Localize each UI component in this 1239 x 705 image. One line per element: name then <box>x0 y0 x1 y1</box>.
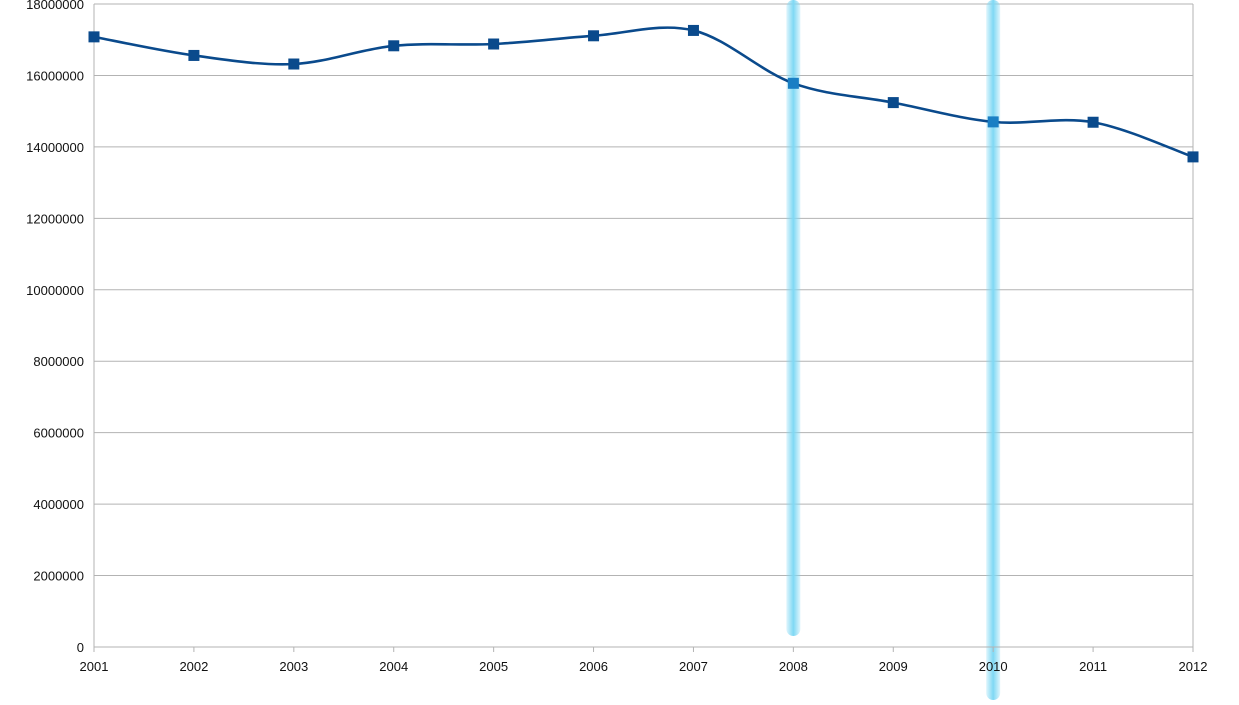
data-point-marker <box>887 97 899 109</box>
data-point-marker <box>1087 116 1099 128</box>
data-point-marker <box>1187 151 1199 163</box>
x-tick-label: 2010 <box>979 659 1008 674</box>
data-point-marker <box>88 31 100 43</box>
x-tick-label: 2003 <box>279 659 308 674</box>
x-tick-label: 2007 <box>679 659 708 674</box>
x-tick-label: 2005 <box>479 659 508 674</box>
data-point-marker <box>987 116 999 128</box>
y-tick-label: 6000000 <box>33 426 84 441</box>
y-tick-label: 4000000 <box>33 497 84 512</box>
y-tick-label: 12000000 <box>26 211 84 226</box>
y-tick-label: 14000000 <box>26 140 84 155</box>
data-point-marker <box>787 77 799 89</box>
y-tick-label: 8000000 <box>33 354 84 369</box>
y-tick-label: 2000000 <box>33 569 84 584</box>
data-point-marker <box>488 38 500 50</box>
x-tick-label: 2002 <box>179 659 208 674</box>
x-tick-label: 2009 <box>879 659 908 674</box>
y-tick-label: 0 <box>77 640 84 655</box>
x-tick-label: 2006 <box>579 659 608 674</box>
x-tick-label: 2011 <box>1079 659 1107 674</box>
series-line <box>93 26 1194 159</box>
x-tick-label: 2004 <box>379 659 408 674</box>
highlight-band-2008 <box>786 0 801 636</box>
y-tick-label: 18000000 <box>26 0 84 12</box>
data-point-marker <box>588 30 600 42</box>
x-tick-label: 2012 <box>1179 659 1208 674</box>
x-tick-label: 2001 <box>80 659 109 674</box>
y-tick-label: 16000000 <box>26 68 84 83</box>
y-tick-label: 10000000 <box>26 283 84 298</box>
highlight-band-2010 <box>986 0 1001 700</box>
data-point-marker <box>288 58 300 70</box>
x-tick-label: 2008 <box>779 659 808 674</box>
data-point-marker <box>687 24 699 36</box>
data-point-marker <box>388 40 400 52</box>
data-point-marker <box>188 49 200 61</box>
